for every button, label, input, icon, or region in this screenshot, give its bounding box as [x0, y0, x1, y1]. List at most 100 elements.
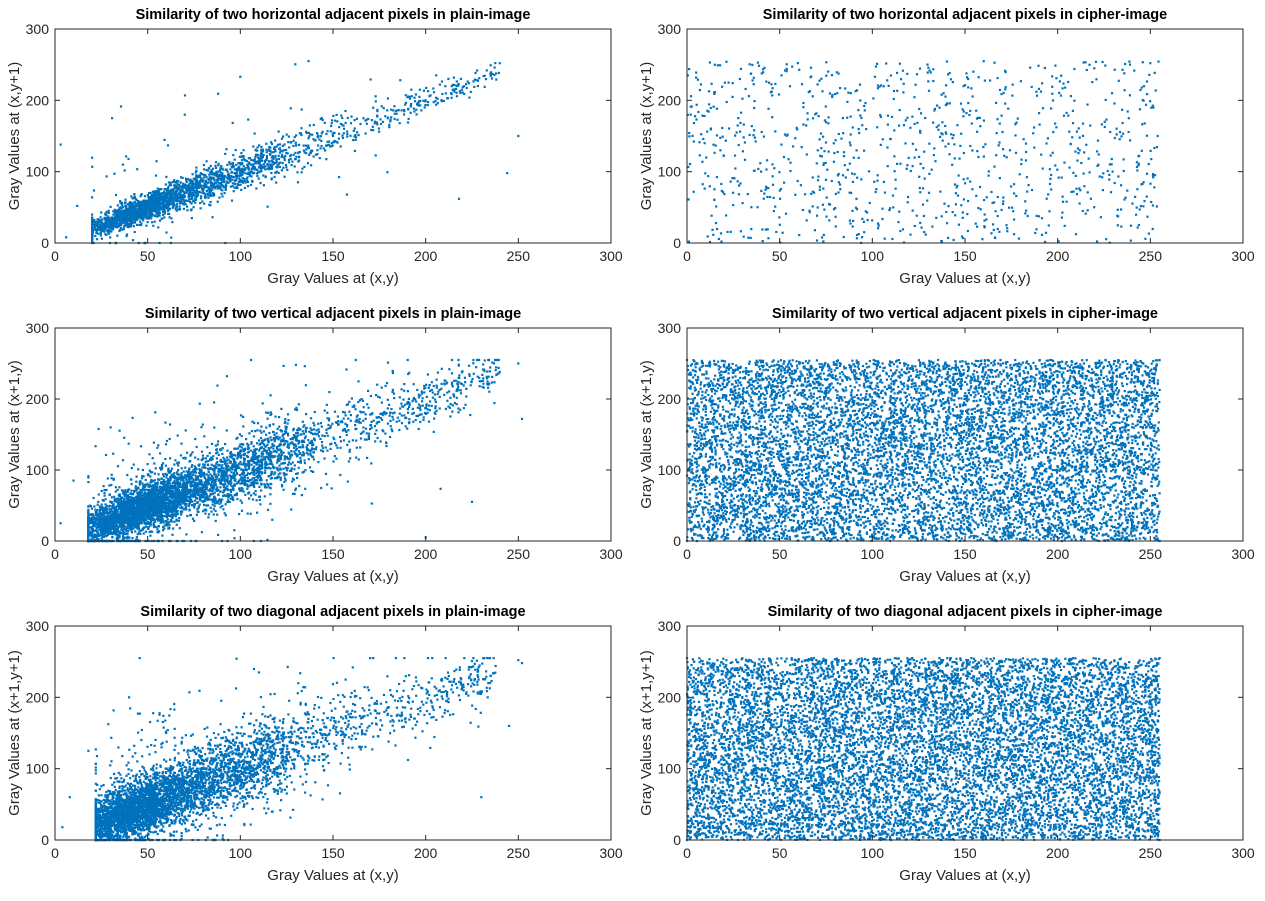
data-point — [774, 83, 776, 85]
data-point — [163, 201, 165, 203]
data-point — [116, 235, 118, 237]
data-point — [130, 205, 132, 207]
data-point — [971, 188, 973, 190]
data-point — [273, 148, 275, 150]
data-point — [490, 75, 492, 77]
data-point — [316, 153, 318, 155]
data-point — [327, 130, 329, 132]
data-point — [472, 80, 474, 82]
data-point — [290, 141, 292, 143]
data-point — [207, 181, 209, 183]
data-point — [206, 190, 208, 192]
data-point — [191, 196, 193, 198]
data-point — [294, 63, 296, 65]
data-point — [1042, 168, 1044, 170]
data-point — [308, 147, 310, 149]
data-point — [378, 131, 380, 133]
data-point — [207, 197, 209, 199]
data-point — [193, 188, 195, 190]
data-point — [106, 225, 108, 227]
data-point — [201, 192, 203, 194]
data-point — [168, 203, 170, 205]
data-point — [131, 221, 133, 223]
data-point — [104, 222, 106, 224]
data-point — [192, 183, 194, 185]
data-point — [174, 181, 176, 183]
data-point — [140, 195, 142, 197]
data-point — [121, 202, 123, 204]
data-point — [456, 95, 458, 97]
data-point — [258, 178, 260, 180]
data-point — [122, 164, 124, 166]
data-point — [393, 105, 395, 107]
data-point — [201, 173, 203, 175]
data-point — [353, 135, 355, 137]
data-point — [270, 178, 272, 180]
data-point — [1096, 150, 1098, 152]
data-point — [191, 217, 193, 219]
data-point — [211, 169, 213, 171]
data-point — [220, 175, 222, 177]
data-point — [214, 165, 216, 167]
data-point — [229, 180, 231, 182]
data-point — [466, 87, 468, 89]
data-point — [125, 214, 127, 216]
data-point — [423, 90, 425, 92]
data-point — [399, 79, 401, 81]
data-point — [354, 150, 356, 152]
data-point — [109, 226, 111, 228]
data-point — [91, 238, 93, 240]
data-point — [235, 164, 237, 166]
x-tick-label: 50 — [140, 248, 156, 264]
data-point — [254, 132, 256, 134]
y-tick-label: 300 — [26, 21, 50, 37]
data-point — [297, 152, 299, 154]
data-point — [241, 159, 243, 161]
data-point — [162, 214, 164, 216]
data-point — [252, 159, 254, 161]
data-point — [124, 169, 126, 171]
data-point — [261, 164, 263, 166]
data-point — [478, 77, 480, 79]
chart-title: Similarity of two horizontal adjacent pi… — [763, 7, 1167, 23]
data-point — [451, 97, 453, 99]
data-point — [152, 225, 154, 227]
data-point — [424, 104, 426, 106]
data-point — [994, 237, 996, 239]
data-point — [376, 115, 378, 117]
data-point — [169, 200, 171, 202]
data-point — [356, 131, 358, 133]
data-point — [467, 81, 469, 83]
data-point — [263, 163, 265, 165]
data-point — [396, 119, 398, 121]
data-point — [143, 202, 145, 204]
data-point — [122, 222, 124, 224]
data-point — [284, 176, 286, 178]
data-point — [785, 213, 787, 215]
data-point — [153, 204, 155, 206]
data-point — [1006, 156, 1008, 158]
data-point — [188, 185, 190, 187]
data-point — [273, 176, 275, 178]
data-point — [247, 173, 249, 175]
data-point — [91, 166, 93, 168]
data-point — [247, 185, 249, 187]
data-point — [414, 100, 416, 102]
data-point — [307, 60, 309, 62]
data-point — [150, 215, 152, 217]
scatter-chart-1: Similarity of two horizontal adjacent pi… — [6, 7, 623, 287]
data-point — [115, 223, 117, 225]
data-point — [138, 212, 140, 214]
data-point — [422, 100, 424, 102]
data-point — [125, 207, 127, 209]
data-point — [443, 100, 445, 102]
data-point — [179, 208, 181, 210]
data-point — [217, 176, 219, 178]
data-point — [265, 149, 267, 151]
data-point — [340, 145, 342, 147]
data-point — [183, 208, 185, 210]
data-point — [183, 201, 185, 203]
data-point — [962, 211, 964, 213]
data-point — [268, 150, 270, 152]
